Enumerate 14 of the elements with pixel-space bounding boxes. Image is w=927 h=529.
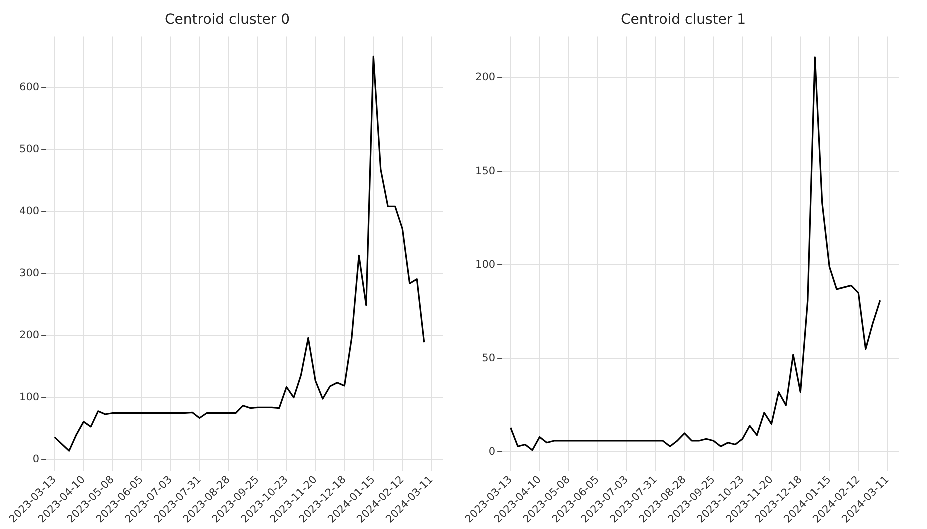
y-tick-label: 600 — [20, 81, 40, 94]
y-tick-label: 100 — [20, 391, 40, 404]
y-tick-label: 300 — [20, 267, 40, 280]
chart-title: Centroid cluster 1 — [621, 12, 746, 28]
y-tick-label: 200 — [20, 329, 40, 342]
y-tick-label: 150 — [476, 165, 496, 178]
y-tick-label: 400 — [20, 205, 40, 218]
y-tick-label: 200 — [476, 72, 496, 84]
y-tick-label: 50 — [482, 352, 496, 364]
y-tick-label: 0 — [32, 454, 40, 466]
y-tick-label: 100 — [476, 258, 496, 271]
y-tick-label: 500 — [20, 143, 40, 156]
chart-title: Centroid cluster 0 — [165, 12, 290, 28]
y-tick-label: 0 — [488, 446, 496, 458]
